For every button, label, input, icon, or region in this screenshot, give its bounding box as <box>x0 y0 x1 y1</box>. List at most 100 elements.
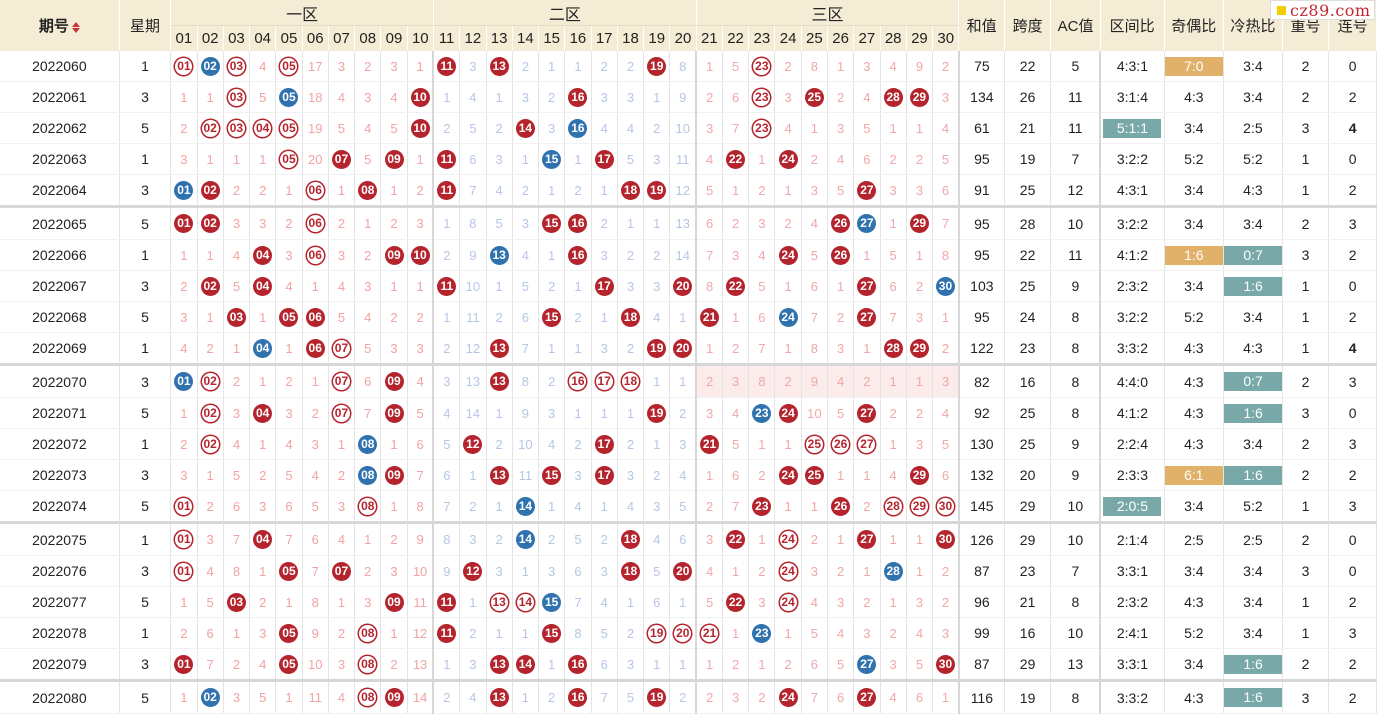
drawn-number-cell: 24 <box>774 239 802 271</box>
red-ball: 19 <box>647 180 667 200</box>
miss-count-cell: 5 <box>223 459 251 491</box>
red-ball: 05 <box>279 307 299 327</box>
miss-count-cell: 2 <box>695 679 723 714</box>
miss-count-cell: 2 <box>538 81 566 113</box>
miss-count-cell: 9 <box>906 51 934 82</box>
miss-count-cell: 5 <box>906 648 934 681</box>
miss-count-cell: 2 <box>328 617 356 649</box>
miss-count-cell: 1 <box>722 301 750 333</box>
miss-count-cell: 2 <box>328 205 356 240</box>
miss-count-cell: 4 <box>880 679 907 714</box>
ac-cell: 10 <box>1050 617 1101 649</box>
hot-cold-cell: 3:4 <box>1223 428 1283 460</box>
odd-even-cell: 4:3 <box>1164 586 1225 618</box>
repeat-cell: 3 <box>1282 112 1330 144</box>
miss-count-cell: 3 <box>748 586 776 618</box>
miss-count-cell: 1 <box>722 555 750 587</box>
miss-count-cell: 1 <box>197 459 224 491</box>
miss-count-cell: 3 <box>643 490 671 523</box>
miss-count-cell: 4 <box>827 363 855 398</box>
odd-even-header: 奇偶比 <box>1164 0 1225 51</box>
miss-count-cell: 5 <box>328 301 356 333</box>
blue-ball: 13 <box>489 245 509 265</box>
drawn-number-cell: 29 <box>906 490 934 523</box>
miss-count-cell: 4 <box>774 112 802 144</box>
miss-count-cell: 1 <box>669 301 697 333</box>
period-cell: 2022080 <box>0 679 120 714</box>
odd-even-cell: 3:4 <box>1164 555 1225 587</box>
repeat-ball: 23 <box>753 88 771 106</box>
ac-header: AC值 <box>1050 0 1101 51</box>
ac-cell: 9 <box>1050 459 1101 491</box>
drawn-number-cell: 09 <box>380 679 408 714</box>
weekday-cell: 1 <box>119 332 172 365</box>
number-header-03: 03 <box>223 25 251 51</box>
miss-count-cell: 13 <box>459 363 487 398</box>
number-header-29: 29 <box>906 25 934 51</box>
miss-count-cell: 1 <box>827 521 855 556</box>
table-row: 2022062 5 2 02 03 04 05 19 5 4 5 10 2 5 2 14 3 16 4 4 2 10 3 7 2… <box>0 112 1377 144</box>
drawn-number-cell: 30 <box>932 270 960 302</box>
miss-count-cell: 2 <box>512 174 540 207</box>
miss-count-cell: 7 <box>197 648 224 681</box>
consecutive-cell: 0 <box>1328 555 1377 587</box>
miss-count-cell: 10 <box>407 555 434 587</box>
miss-count-cell: 8 <box>432 521 461 556</box>
miss-count-cell: 1 <box>170 586 198 618</box>
miss-count-cell: 20 <box>302 143 329 175</box>
miss-count-cell: 1 <box>432 301 461 333</box>
miss-count-cell: 14 <box>459 397 487 429</box>
miss-count-cell: 5 <box>722 428 750 460</box>
miss-count-cell: 6 <box>695 205 723 240</box>
site-watermark[interactable]: cz89.com <box>1270 0 1375 20</box>
miss-count-cell: 1 <box>880 205 907 240</box>
miss-count-cell: 4 <box>486 174 513 207</box>
drawn-number-cell: 02 <box>197 363 224 398</box>
span-cell: 29 <box>1004 490 1052 523</box>
drawn-number-cell: 11 <box>432 143 461 175</box>
period-header[interactable]: 期号 <box>0 0 120 51</box>
red-ball: 20 <box>673 561 693 581</box>
red-ball: 09 <box>384 149 404 169</box>
number-header-25: 25 <box>801 25 829 51</box>
miss-count-cell: 4 <box>801 205 829 240</box>
miss-count-cell: 5 <box>249 81 277 113</box>
drawn-number-cell: 26 <box>827 239 855 271</box>
span-cell: 19 <box>1004 679 1052 714</box>
repeat-ball: 05 <box>280 119 298 137</box>
consecutive-cell: 0 <box>1328 51 1377 82</box>
red-ball: 19 <box>647 56 667 76</box>
miss-count-cell: 3 <box>669 428 697 460</box>
miss-count-cell: 4 <box>880 459 907 491</box>
miss-count-cell: 18 <box>302 81 329 113</box>
hot-cold-cell: 4:3 <box>1223 174 1283 207</box>
miss-count-cell: 2 <box>380 301 408 333</box>
hot-cold-cell: 2:5 <box>1223 112 1283 144</box>
miss-count-cell: 4 <box>827 617 855 649</box>
repeat-ball: 24 <box>779 531 797 549</box>
sum-cell: 95 <box>957 301 1005 333</box>
repeat-cell: 2 <box>1282 81 1330 113</box>
span-cell: 25 <box>1004 270 1052 302</box>
drawn-number-cell: 01 <box>170 490 198 523</box>
number-header-02: 02 <box>197 25 224 51</box>
sort-icon[interactable] <box>71 21 80 33</box>
miss-count-cell: 8 <box>932 239 960 271</box>
miss-count-cell: 2 <box>486 521 513 556</box>
drawn-number-cell: 27 <box>853 270 881 302</box>
miss-count-cell: 2 <box>591 205 618 240</box>
miss-count-cell: 2 <box>432 332 461 365</box>
drawn-number-cell: 11 <box>432 51 461 82</box>
red-ball: 13 <box>489 372 509 391</box>
red-ball: 11 <box>437 149 457 169</box>
table-row: 2022068 5 3 1 03 1 05 06 5 4 2 2 1 11 2 6 15 2 1 18 4 1 21 1 6 24… <box>0 301 1377 333</box>
period-cell: 2022065 <box>0 205 120 240</box>
hot-cold-cell: 2:5 <box>1223 521 1283 556</box>
consecutive-cell: 0 <box>1328 270 1377 302</box>
miss-count-cell: 4 <box>223 428 251 460</box>
miss-count-cell: 1 <box>906 521 934 556</box>
miss-count-cell: 6 <box>827 679 855 714</box>
drawn-number-cell: 08 <box>354 428 382 460</box>
miss-count-cell: 1 <box>380 174 408 207</box>
red-ball: 13 <box>489 338 509 358</box>
